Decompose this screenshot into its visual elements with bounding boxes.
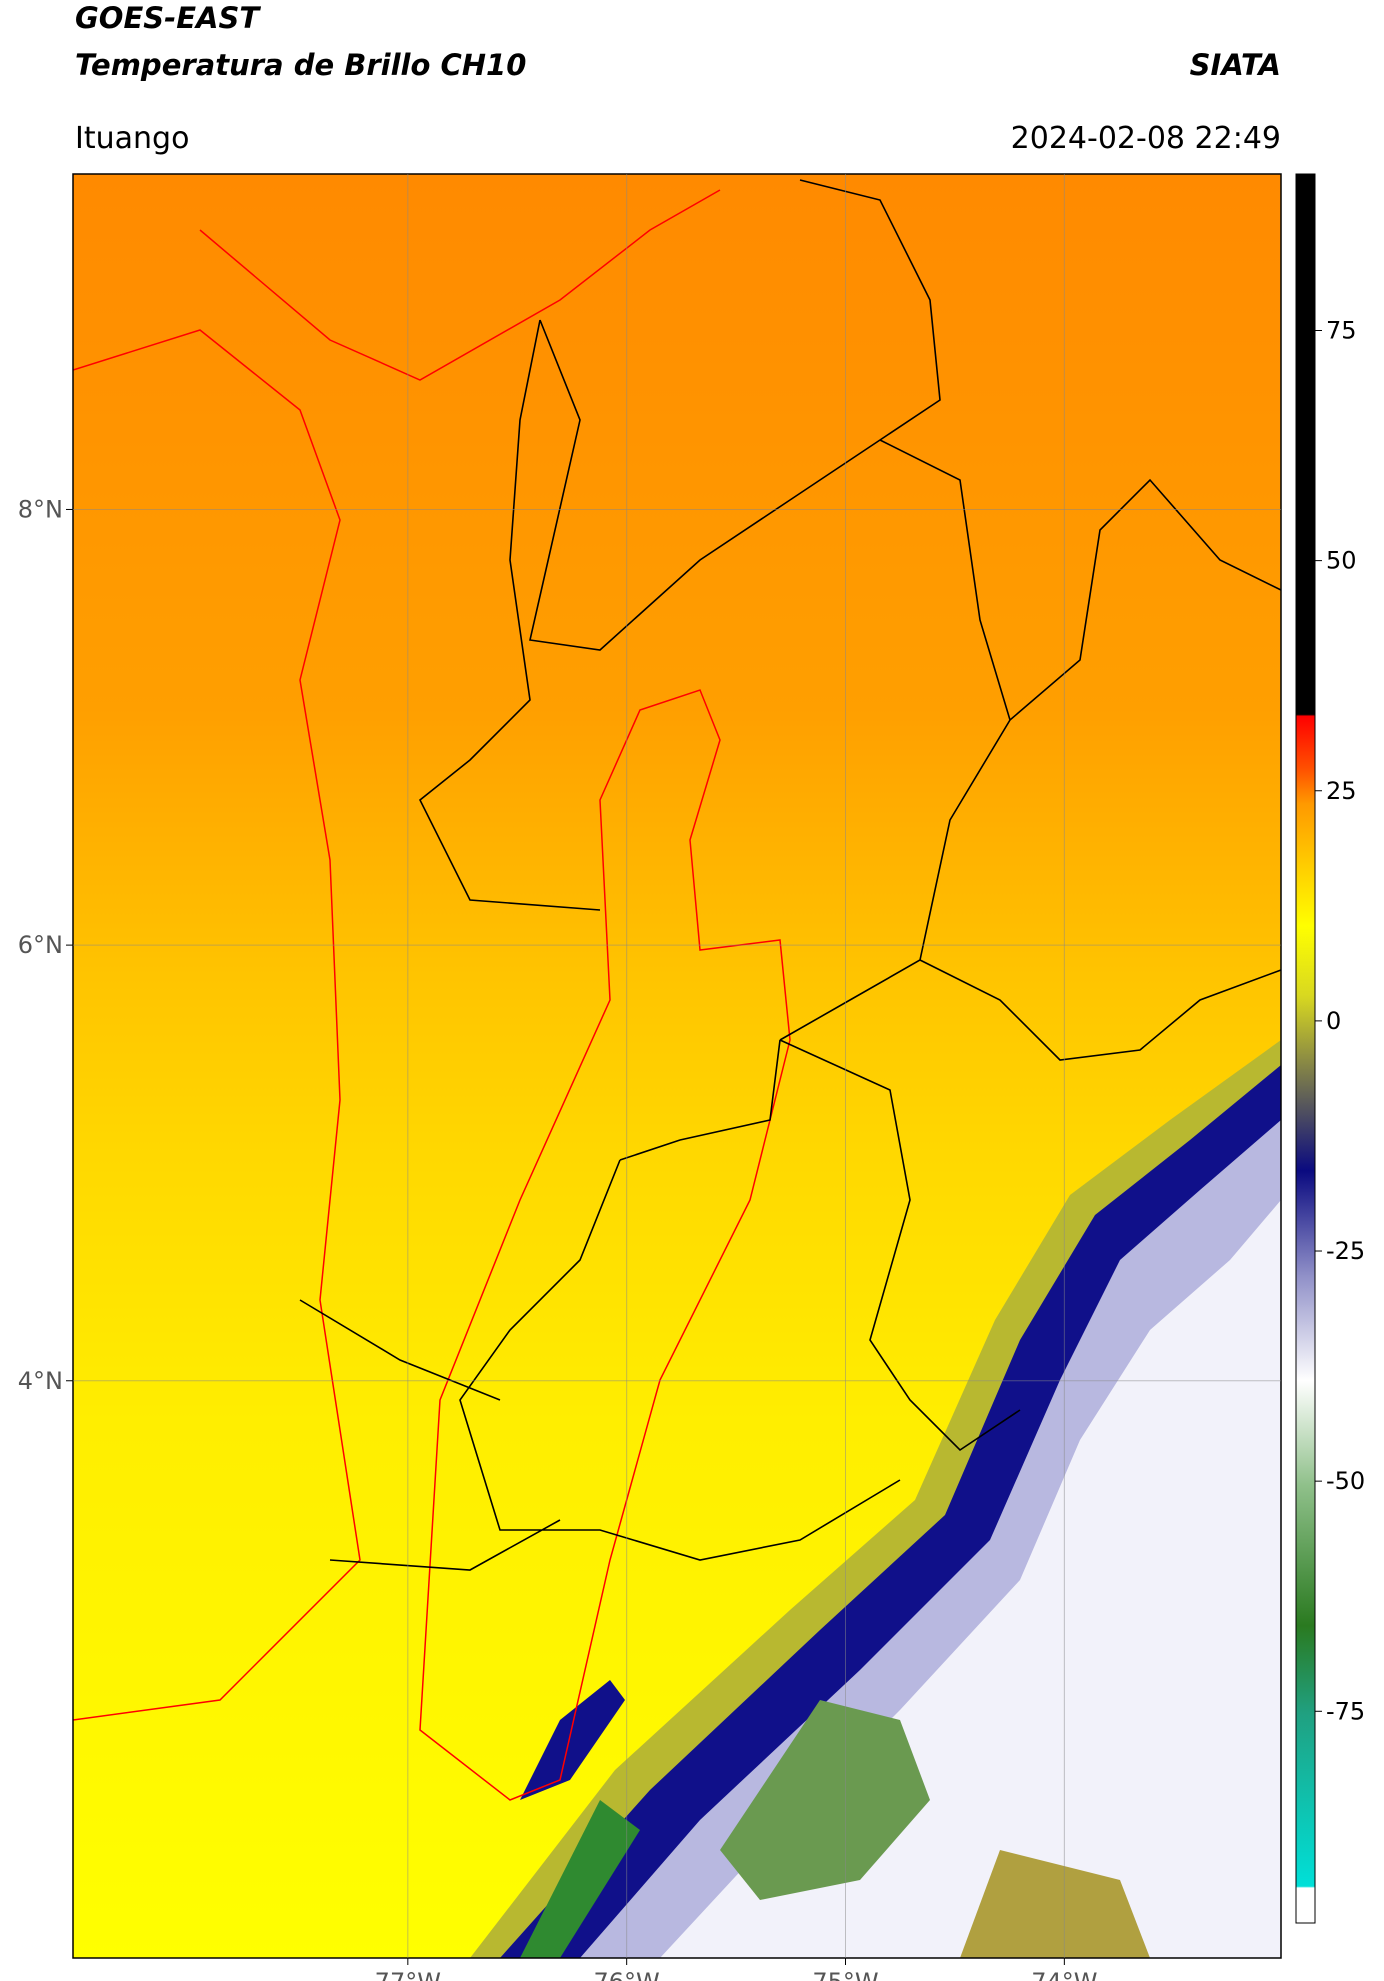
x-tick-label: 76°W: [594, 1968, 660, 1981]
colorbar-tick-label: 75: [1326, 316, 1357, 344]
colorbar-tick-label: -25: [1326, 1237, 1365, 1265]
colorbar-tick-label: -75: [1326, 1697, 1365, 1725]
map-frame: [72, 173, 1282, 1959]
map-field: [73, 174, 1281, 1958]
x-tick-label: 77°W: [375, 1968, 441, 1981]
colorbar: [1295, 173, 1316, 1924]
location: Ituango: [75, 121, 189, 156]
y-tick-label: 4°N: [18, 1367, 63, 1395]
colorbar-tick-label: -50: [1326, 1467, 1365, 1495]
title: GOES-EAST: [75, 1, 261, 35]
subtitle: Temperatura de Brillo CH10: [75, 48, 526, 82]
y-tick-label: 6°N: [18, 931, 63, 959]
y-tick-label: 8°N: [18, 495, 63, 523]
brand: SIATA: [1190, 48, 1281, 82]
x-tick-label: 75°W: [812, 1968, 878, 1981]
colorbar-tick-label: 50: [1326, 547, 1357, 575]
colorbar-tick-label: 0: [1326, 1007, 1341, 1035]
colorbar-tick-label: 25: [1326, 777, 1357, 805]
x-tick-label: 74°W: [1031, 1968, 1097, 1981]
datetime: 2024-02-08 22:49: [1011, 121, 1281, 156]
